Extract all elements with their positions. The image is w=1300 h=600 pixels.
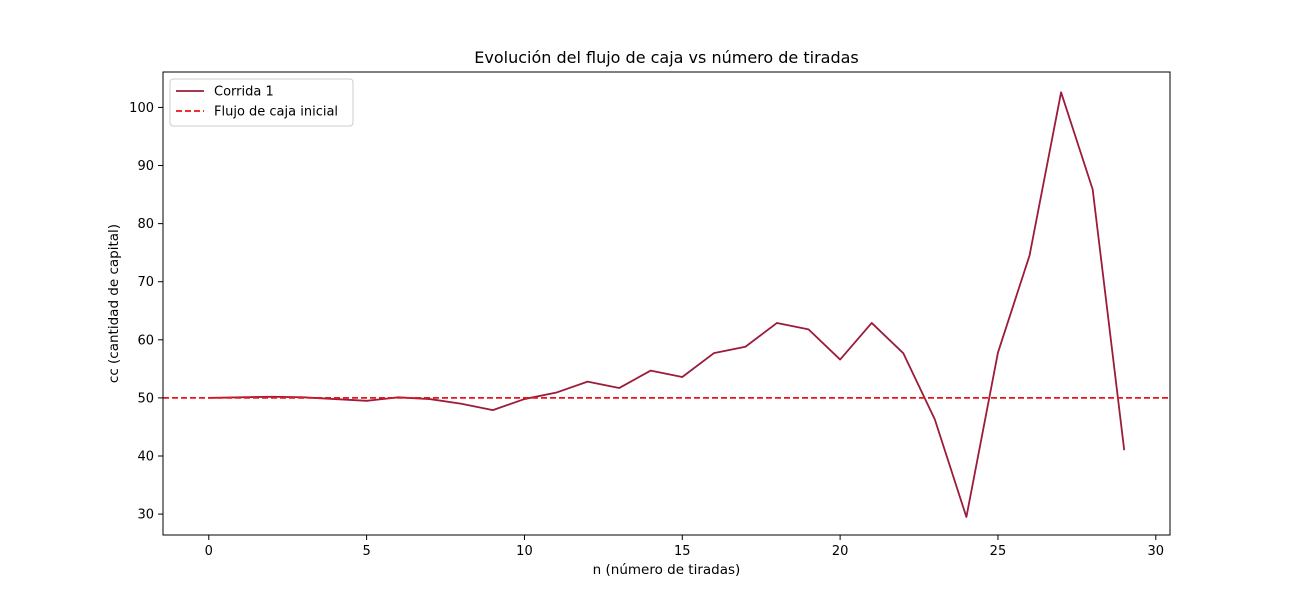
plot-layer [163,91,1170,518]
x-tick-label: 5 [362,544,370,559]
legend-entry-flujo-inicial: Flujo de caja inicial [214,105,338,120]
x-tick-label: 0 [205,544,213,559]
x-axis-ticks: 0 5 10 15 20 25 30 [205,535,1164,559]
y-tick-label: 50 [137,391,154,406]
legend: Corrida 1 Flujo de caja inicial [169,78,354,127]
x-tick-label: 10 [516,544,533,559]
y-tick-label: 70 [137,275,154,290]
plot-frame [162,71,1171,536]
x-tick-label: 15 [674,544,691,559]
x-axis-label: n (número de tiradas) [593,562,741,578]
x-tick-label: 25 [990,544,1007,559]
y-tick-label: 80 [137,217,154,232]
y-axis-label: cc (cantidad de capital) [106,224,122,383]
y-tick-label: 100 [129,101,154,116]
legend-box [169,78,354,127]
x-tick-label: 30 [1148,544,1165,559]
x-tick-label: 20 [832,544,849,559]
y-axis-ticks: 30 40 50 60 70 80 90 100 [129,101,163,523]
y-tick-label: 90 [137,159,154,174]
chart-title: Evolución del flujo de caja vs número de… [474,48,859,67]
legend-entry-corrida-1: Corrida 1 [214,85,274,100]
series-line-corrida-1 [208,91,1126,518]
y-tick-label: 60 [137,333,154,348]
y-tick-label: 40 [137,449,154,464]
y-tick-label: 30 [137,508,154,523]
